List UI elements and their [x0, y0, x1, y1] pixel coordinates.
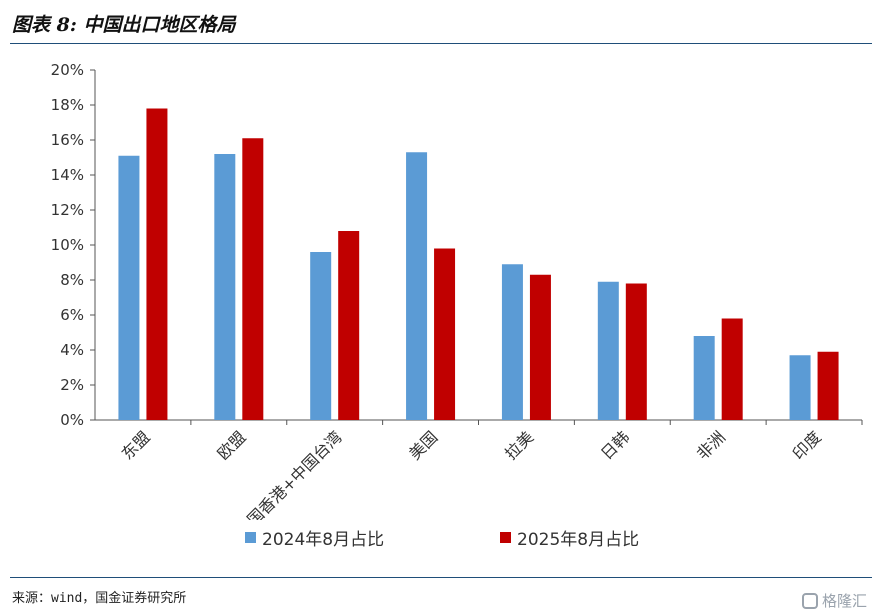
bar-2025	[529, 274, 551, 420]
bar-2025	[146, 108, 168, 420]
bar-2025	[721, 318, 743, 420]
bar-2024	[214, 154, 236, 420]
bar-2024	[597, 281, 619, 420]
bar-2025	[242, 138, 264, 420]
legend-label-2024: 2024年8月占比	[262, 530, 385, 550]
y-tick-label: 18%	[51, 96, 84, 114]
bar-2024	[310, 252, 332, 420]
watermark-logo-icon	[801, 592, 818, 609]
y-tick-label: 12%	[51, 201, 84, 219]
bar-2024	[789, 355, 811, 420]
x-tick-label: 印度	[789, 427, 825, 463]
bar-2024	[406, 152, 428, 420]
bar-2025	[817, 351, 839, 420]
x-tick-label: 欧盟	[214, 427, 250, 463]
y-tick-label: 6%	[60, 306, 84, 324]
y-tick-label: 4%	[60, 341, 84, 359]
watermark-text: 格隆汇	[821, 592, 867, 610]
y-tick-label: 0%	[60, 411, 84, 429]
y-tick-label: 2%	[60, 376, 84, 394]
legend-item-2024: 2024年8月占比	[245, 525, 384, 550]
bottom-rule	[10, 577, 872, 578]
bar-2025	[338, 231, 360, 420]
legend-label-2025: 2025年8月占比	[517, 530, 640, 550]
x-tick-label: 东盟	[118, 427, 154, 463]
y-tick-label: 8%	[60, 271, 84, 289]
bar-2024	[118, 155, 140, 420]
y-tick-label: 20%	[51, 61, 84, 79]
bar-2024	[501, 264, 523, 420]
bar-2024	[693, 336, 715, 420]
bar-chart: 0%2%4%6%8%10%12%14%16%18%20%东盟 欧盟中国香港+中国台…	[51, 61, 863, 520]
x-tick-label: 美国	[405, 427, 441, 463]
chart-title: 图表 8: 中国出口地区格局	[12, 14, 236, 36]
x-tick-label: 拉美	[501, 427, 537, 463]
bar-2025	[625, 283, 647, 420]
bar-2025	[434, 248, 456, 420]
y-tick-label: 10%	[51, 236, 84, 254]
legend-swatch-2024	[245, 532, 256, 543]
legend-item-2025: 2025年8月占比	[500, 525, 639, 550]
legend-swatch-2025	[500, 532, 511, 543]
x-tick-label: 非洲	[693, 427, 729, 463]
y-tick-label: 16%	[51, 131, 84, 149]
x-tick-label: 日韩	[597, 427, 633, 463]
source-note: 来源：wind，国金证券研究所	[12, 591, 187, 606]
y-tick-label: 14%	[51, 166, 84, 184]
top-rule	[10, 43, 872, 44]
watermark: 格隆汇	[801, 590, 867, 611]
